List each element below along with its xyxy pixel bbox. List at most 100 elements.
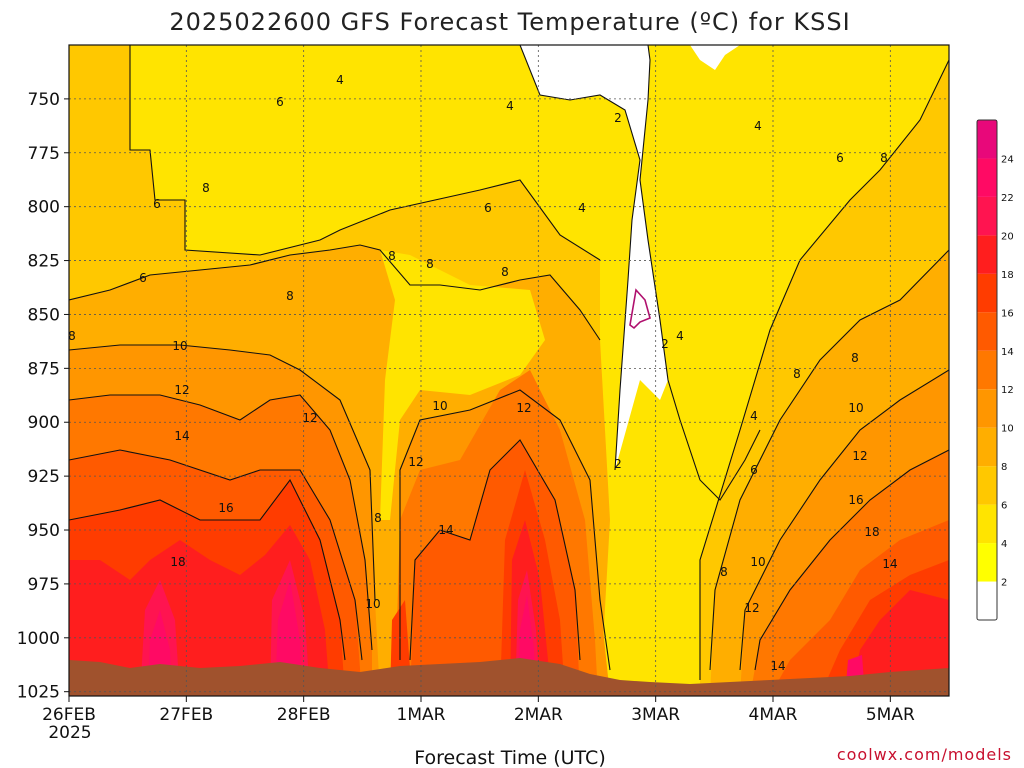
colorbar-swatch	[977, 350, 997, 390]
contour-label: 8	[426, 257, 434, 271]
contour-label: 14	[770, 659, 785, 673]
x-tick-label: 28FEB	[277, 705, 331, 725]
contour-label: 4	[506, 99, 514, 113]
colorbar-swatch	[977, 427, 997, 467]
y-tick-label: 825	[28, 252, 60, 272]
colorbar-label: 8	[1001, 462, 1007, 473]
colorbar-swatch	[977, 466, 997, 505]
contour-label: 8	[388, 249, 396, 263]
x-tick-label: 5MAR	[866, 705, 915, 725]
contour-label: 4	[336, 73, 344, 87]
contour-label: 18	[170, 555, 185, 569]
x-axis: 26FEB 27FEB 28FEB 1MAR 2MAR 3MAR 4MAR 5MAR	[42, 696, 915, 725]
contour-label: 6	[750, 463, 758, 477]
contour-label-layer: 6442468686468888824810121416181210121224…	[68, 73, 897, 673]
contour-label: 6	[836, 151, 844, 165]
contour-label: 6	[139, 271, 147, 285]
colorbar-label: 2	[1001, 578, 1007, 589]
contour-lines	[69, 45, 949, 680]
contour-label: 4	[750, 409, 758, 423]
y-tick-label: 850	[28, 305, 60, 325]
contour-label: 14	[174, 429, 189, 443]
colorbar-swatch	[977, 196, 997, 236]
contour-label: 10	[172, 339, 187, 353]
x-tick-label: 1MAR	[397, 705, 446, 725]
contour-label: 12	[408, 455, 423, 469]
band-cold-tongue	[380, 250, 545, 520]
grid-lines	[69, 45, 949, 696]
band-below-2-top	[690, 45, 740, 70]
y-tick-label: 975	[28, 575, 60, 595]
contour-label: 2	[661, 337, 669, 351]
colorbar-swatch	[977, 389, 997, 428]
colorbar-swatch	[977, 543, 997, 582]
colorbar-label: 18	[1001, 270, 1014, 281]
contour-label: 8	[720, 565, 728, 579]
contour-label: 8	[286, 289, 294, 303]
contour-label: 10	[848, 401, 863, 415]
plot-frame	[68, 44, 950, 697]
colorbar-label: 6	[1001, 501, 1007, 512]
y-tick-label: 750	[28, 90, 60, 110]
colorbar-label: 10	[1001, 424, 1014, 435]
colorbar-swatch	[977, 273, 997, 313]
contour-label: 8	[501, 265, 509, 279]
colorbar-swatch	[977, 312, 997, 351]
contour-label: 12	[744, 601, 759, 615]
contour-label: 12	[302, 411, 317, 425]
colorbar-swatch	[977, 120, 997, 159]
colorbar-label: 24	[1001, 154, 1014, 165]
colorbar-label: 20	[1001, 231, 1014, 242]
contour-label: 8	[880, 151, 888, 165]
y-tick-label: 875	[28, 359, 60, 379]
contour-label: 6	[484, 201, 492, 215]
contour-label: 16	[848, 493, 863, 507]
y-tick-label: 950	[28, 521, 60, 541]
contour-label: 12	[852, 449, 867, 463]
contour-label: 16	[218, 501, 233, 515]
contour-label: 4	[578, 201, 586, 215]
credit-text: coolwx.com/models	[837, 745, 1012, 764]
x-tick-label: 27FEB	[159, 705, 213, 725]
x-tick-label: 4MAR	[749, 705, 798, 725]
contour-label: 6	[276, 95, 284, 109]
contour-label: 2	[614, 111, 622, 125]
contour-label: 14	[882, 557, 897, 571]
contour-label: 18	[864, 525, 879, 539]
contour-label: 12	[174, 383, 189, 397]
band-below-2	[520, 45, 668, 470]
contour-label: 10	[365, 597, 380, 611]
colorbar-label: 4	[1001, 539, 1007, 550]
contour-label: 8	[202, 181, 210, 195]
chart-title: 2025022600 GFS Forecast Temperature (ºC)…	[169, 8, 850, 36]
contour-label: 8	[851, 351, 859, 365]
colorbar-swatch	[977, 158, 997, 197]
x-year-label: 2025	[48, 723, 91, 743]
colorbar-swatch	[977, 504, 997, 544]
contour-label: 2	[614, 457, 622, 471]
contour-label: 6	[153, 197, 161, 211]
x-tick-label: 2MAR	[514, 705, 563, 725]
contour-label: 8	[793, 367, 801, 381]
colorbar-label: 22	[1001, 193, 1014, 204]
x-tick-label: 26FEB	[42, 705, 96, 725]
y-tick-label: 1000	[17, 629, 60, 649]
colorbar-swatch	[977, 235, 997, 274]
y-tick-label: 925	[28, 467, 60, 487]
contour-label: 8	[68, 329, 76, 343]
contour-2-closed	[629, 288, 651, 330]
contour-label: 4	[676, 329, 684, 343]
contour-label: 10	[750, 555, 765, 569]
colorbar-frame	[976, 119, 998, 621]
y-tick-label: 775	[28, 144, 60, 164]
band-18-20-right	[850, 590, 949, 696]
y-tick-label: 1025	[17, 683, 60, 703]
y-tick-label: 900	[28, 413, 60, 433]
colorbar-swatch	[977, 581, 997, 620]
colorbar-label: 12	[1001, 385, 1014, 396]
y-axis: 750 775 800 825 850 875 900 925 950 975 1000 1025	[17, 90, 69, 703]
contour-label: 10	[432, 399, 447, 413]
colorbar-label: 14	[1001, 347, 1014, 358]
contour-label: 12	[516, 401, 531, 415]
